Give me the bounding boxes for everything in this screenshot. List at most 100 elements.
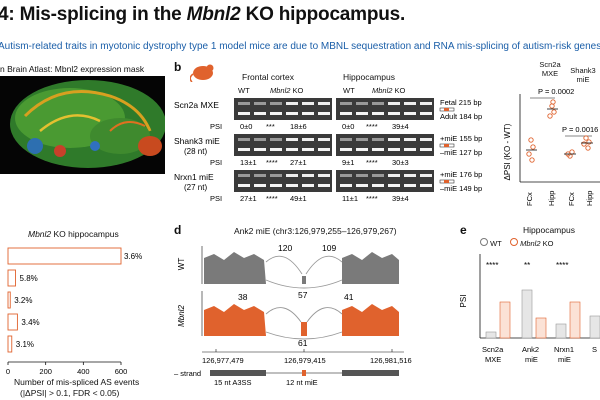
ko-junction-count-2: 41 [344, 292, 354, 302]
gel-bot-band-0: Adult 184 bp [440, 112, 482, 121]
gel-ko-label-2: Mbnl2 KO [372, 86, 406, 95]
gel-row-sub-2: (27 nt) [184, 183, 207, 192]
gel-psi-value-2-3: 11±1 [342, 194, 358, 203]
coord-2: 126,979,415 [284, 356, 326, 365]
mis-splicing-bar-chart: 3.6% 5.8% 3.2% 3.4% 3.1% 0 200 400 600 [6, 247, 142, 376]
wt-junction-count-1: 120 [278, 243, 292, 253]
gel-block-0-0 [234, 98, 332, 120]
col-frontal-cortex: Frontal cortex [242, 72, 294, 82]
figure-subtitle-link[interactable]: Autism-related traits in myotonic dystro… [0, 41, 600, 52]
gel-row-name-1: Shank3 miE [174, 136, 220, 146]
psi-xtick-3a: Nrxn1 [554, 345, 574, 354]
psi-xtick-1a: Scn2a [482, 345, 504, 354]
psi-xtick-2a: Ank2 [522, 345, 539, 354]
sashimi-plot: WT Mbnl2 120 109 57 38 41 61 126,977,479… [174, 243, 412, 386]
gel-psi-value-0-4: **** [366, 122, 378, 131]
col-hippocampus: Hippocampus [343, 72, 395, 82]
gel-psi-value-1-1: **** [266, 158, 278, 167]
psi-ylabel: PSI [459, 295, 468, 308]
bar-tick-1: 200 [39, 367, 52, 376]
psi-xtick-1b: MXE [485, 355, 501, 364]
gel-row-name-0: Scn2a MXE [174, 100, 219, 110]
figure-title: 4: Mis-splicing in the Mbnl2 KO hippocam… [0, 4, 406, 25]
sashimi-title: Ank2 miE (chr3:126,979,255–126,979,267) [234, 226, 397, 236]
gel-bot-band-2: –miE 149 bp [440, 184, 482, 193]
gel-top-band-0: Fetal 215 bp [440, 98, 482, 107]
bar-tick-3: 600 [115, 367, 128, 376]
bar-chart-title: Mbnl2 KO hippocampus [28, 229, 119, 239]
atlas-label: n Brain Atlast: Mbnl2 expression mask [0, 64, 145, 74]
gel-psi-value-2-1: **** [266, 194, 278, 203]
legend-wt: WT [480, 238, 502, 248]
gel-psi-value-1-3: 9±1 [342, 158, 354, 167]
bar-label-0: 3.6% [124, 252, 142, 261]
gel-psi-value-0-0: 0±0 [240, 122, 252, 131]
bar-0 [7, 247, 122, 265]
gel-psi-label-1: PSI [210, 158, 222, 167]
bar-xlabel-criteria: (|ΔPSI| > 0.1, FDR < 0.05) [20, 388, 120, 398]
a3ss-label: 15 nt A3SS [214, 378, 252, 386]
wt-junction-count-2: 109 [322, 243, 336, 253]
coord-1: 126,977,479 [202, 356, 244, 365]
psi-xtick-2b: miE [525, 355, 538, 364]
panel-b-letter: b [174, 60, 182, 74]
delta-psi-dot-plot: ΔPSI (KO - WT) P = 0.0002 P = 0.0016 FCx… [503, 87, 600, 206]
bar-label-3: 3.4% [21, 318, 39, 327]
gel-psi-value-0-3: 0±0 [342, 122, 354, 131]
gel-psi-value-2-2: 49±1 [290, 194, 307, 203]
pvalue-1: P = 0.0002 [538, 87, 574, 96]
psi-sig-1: **** [486, 261, 498, 270]
gel-psi-value-2-4: **** [366, 194, 378, 203]
dot-xtick-2: Hipp [547, 191, 556, 206]
gel-psi-value-0-1: *** [266, 122, 275, 131]
gel-psi-value-1-0: 13±1 [240, 158, 257, 167]
strand-label: – strand [174, 369, 201, 378]
legend-ko: Mbnl2 KO [510, 238, 553, 248]
bar-xlabel: Number of mis-spliced AS events [14, 377, 140, 387]
gel-panel: Scn2a MXE Fetal 215 bp Adult 184 bp PSI 0±0 *… [174, 98, 482, 203]
gel-ko-label-1: Mbnl2 KO [270, 86, 304, 95]
gel-psi-value-2-5: 39±4 [392, 194, 409, 203]
psi-sig-3: **** [556, 261, 568, 270]
gel-wt-label-1: WT [238, 86, 250, 95]
gel-psi-label-2: PSI [210, 194, 222, 203]
bar-tick-0: 0 [6, 367, 10, 376]
panel-e-letter: e [460, 223, 467, 237]
dot-xtick-1: FCx [525, 192, 534, 206]
dot-xtick-4: Hipp [585, 191, 594, 206]
panel-e-title: Hippocampus [523, 225, 575, 235]
gel-wt-label-2: WT [343, 86, 355, 95]
psi-bar-chart: PSI **** ** **** Scn2a MXE Ank2 miE Nrxn… [459, 254, 600, 364]
bar-2 [7, 291, 11, 309]
gel-psi-value-0-2: 18±6 [290, 122, 307, 131]
gel-psi-value-1-4: **** [366, 158, 378, 167]
gel-block-2-0 [234, 170, 332, 192]
gel-block-2-1 [336, 170, 434, 192]
ko-junction-count-1: 38 [238, 292, 248, 302]
dot-group-1-label: Scn2a MXE [539, 60, 561, 78]
gel-block-1-0 [234, 134, 332, 156]
sashimi-wt-label: WT [177, 258, 186, 271]
gel-psi-label-0: PSI [210, 122, 222, 131]
gel-psi-value-2-0: 27±1 [240, 194, 257, 203]
bar-label-1: 5.8% [20, 274, 38, 283]
bar-1 [7, 269, 16, 287]
brain-atlas-image [0, 76, 165, 174]
gel-block-0-1 [336, 98, 434, 120]
psi-xtick-4a: S [592, 345, 597, 354]
gel-top-band-1: +miE 155 bp [440, 134, 482, 143]
gel-top-band-2: +miE 176 bp [440, 170, 482, 179]
panel-d-letter: d [174, 223, 182, 237]
wt-junction-count-3: 57 [298, 290, 308, 300]
gel-psi-value-1-5: 30±3 [392, 158, 409, 167]
ko-junction-count-3: 61 [298, 338, 308, 348]
bar-label-2: 3.2% [14, 296, 32, 305]
bar-3 [7, 313, 18, 331]
gel-psi-value-1-2: 27±1 [290, 158, 307, 167]
gel-bot-band-1: –miE 127 bp [440, 148, 482, 157]
gel-block-1-1 [336, 134, 434, 156]
sashimi-ko-label: Mbnl2 [177, 305, 186, 327]
mie-label: 12 nt miE [286, 378, 318, 386]
pvalue-2: P = 0.0016 [562, 125, 598, 134]
bar-tick-2: 400 [77, 367, 90, 376]
